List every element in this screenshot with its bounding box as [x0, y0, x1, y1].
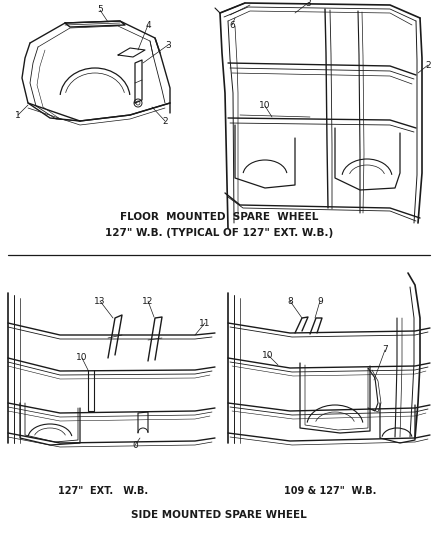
- Text: 8: 8: [287, 296, 293, 305]
- Text: 0: 0: [132, 440, 138, 449]
- Text: 127"  EXT.   W.B.: 127" EXT. W.B.: [58, 486, 148, 496]
- Text: 10: 10: [76, 353, 88, 362]
- Text: SIDE MOUNTED SPARE WHEEL: SIDE MOUNTED SPARE WHEEL: [131, 510, 307, 520]
- Text: 109 & 127"  W.B.: 109 & 127" W.B.: [284, 486, 376, 496]
- Text: 3: 3: [165, 41, 171, 50]
- Text: 11: 11: [199, 319, 211, 327]
- Text: 6: 6: [229, 20, 235, 29]
- Text: 3: 3: [305, 0, 311, 7]
- Text: 127" W.B. (TYPICAL OF 127" EXT. W.B.): 127" W.B. (TYPICAL OF 127" EXT. W.B.): [105, 228, 333, 238]
- Text: 2: 2: [425, 61, 431, 69]
- Text: 7: 7: [382, 345, 388, 354]
- Text: 12: 12: [142, 296, 154, 305]
- Text: 9: 9: [317, 296, 323, 305]
- Text: 2: 2: [162, 117, 168, 125]
- Text: 4: 4: [145, 20, 151, 29]
- Text: 13: 13: [94, 296, 106, 305]
- Text: FLOOR  MOUNTED  SPARE  WHEEL: FLOOR MOUNTED SPARE WHEEL: [120, 212, 318, 222]
- Text: 10: 10: [262, 351, 274, 359]
- Text: 1: 1: [15, 110, 21, 119]
- Text: 10: 10: [259, 101, 271, 110]
- Text: 5: 5: [97, 5, 103, 14]
